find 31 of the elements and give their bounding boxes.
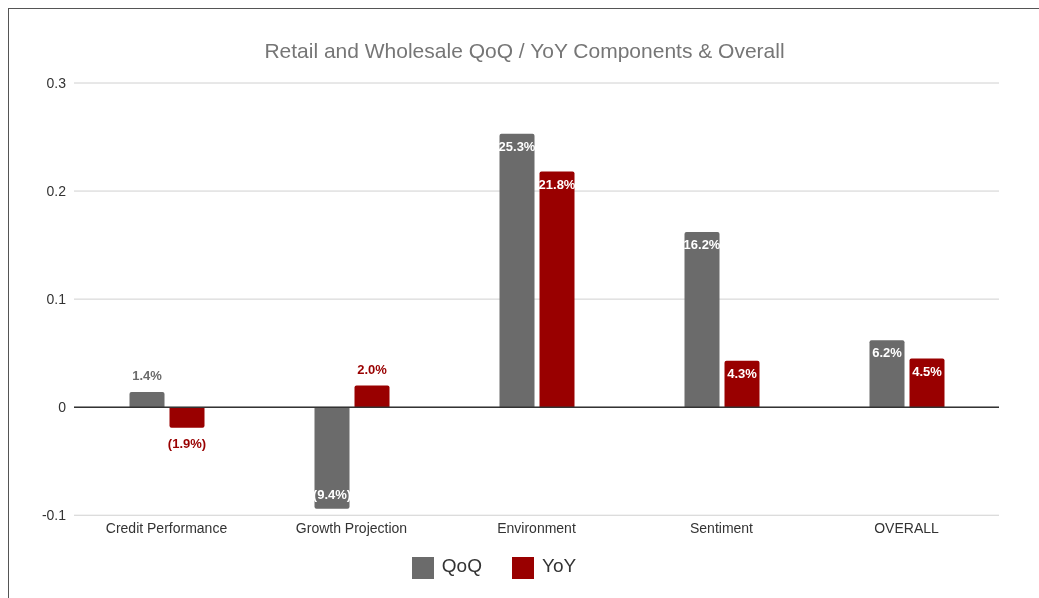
bar <box>499 133 535 408</box>
data-label: 16.2% <box>683 237 721 253</box>
y-tick-label: 0.1 <box>46 291 67 308</box>
data-label: 25.3% <box>498 138 536 154</box>
y-tick-label: 0.2 <box>46 183 67 200</box>
bar <box>314 407 350 509</box>
x-tick-label: Growth Projection <box>295 520 408 537</box>
x-tick-label: OVERALL <box>874 520 939 537</box>
data-label: 21.8% <box>538 176 576 192</box>
x-tick-label: Environment <box>497 520 576 537</box>
bar <box>869 340 905 408</box>
bar <box>169 407 205 428</box>
legend-label: QoQ <box>441 555 482 577</box>
data-label: 4.3% <box>727 365 758 381</box>
x-tick-label: Sentiment <box>689 520 754 537</box>
data-label: (9.4%) <box>312 486 352 502</box>
data-label: 1.4% <box>132 368 163 384</box>
data-label: 4.5% <box>912 363 943 379</box>
legend-label: YoY <box>541 555 577 577</box>
y-tick-label: 0 <box>58 399 67 416</box>
data-label: 2.0% <box>357 361 388 377</box>
data-label: (1.9%) <box>167 435 207 451</box>
data-label: 6.2% <box>872 345 903 361</box>
bar <box>539 171 575 408</box>
x-tick-label: Credit Performance <box>105 520 228 537</box>
y-tick-label: 0.3 <box>46 74 67 91</box>
y-tick-label: -0.1 <box>41 507 67 524</box>
bar <box>354 385 390 408</box>
bar <box>684 232 720 408</box>
chart-title: Retail and Wholesale QoQ / YoY Components & Overall <box>263 39 786 64</box>
bar <box>129 392 165 408</box>
